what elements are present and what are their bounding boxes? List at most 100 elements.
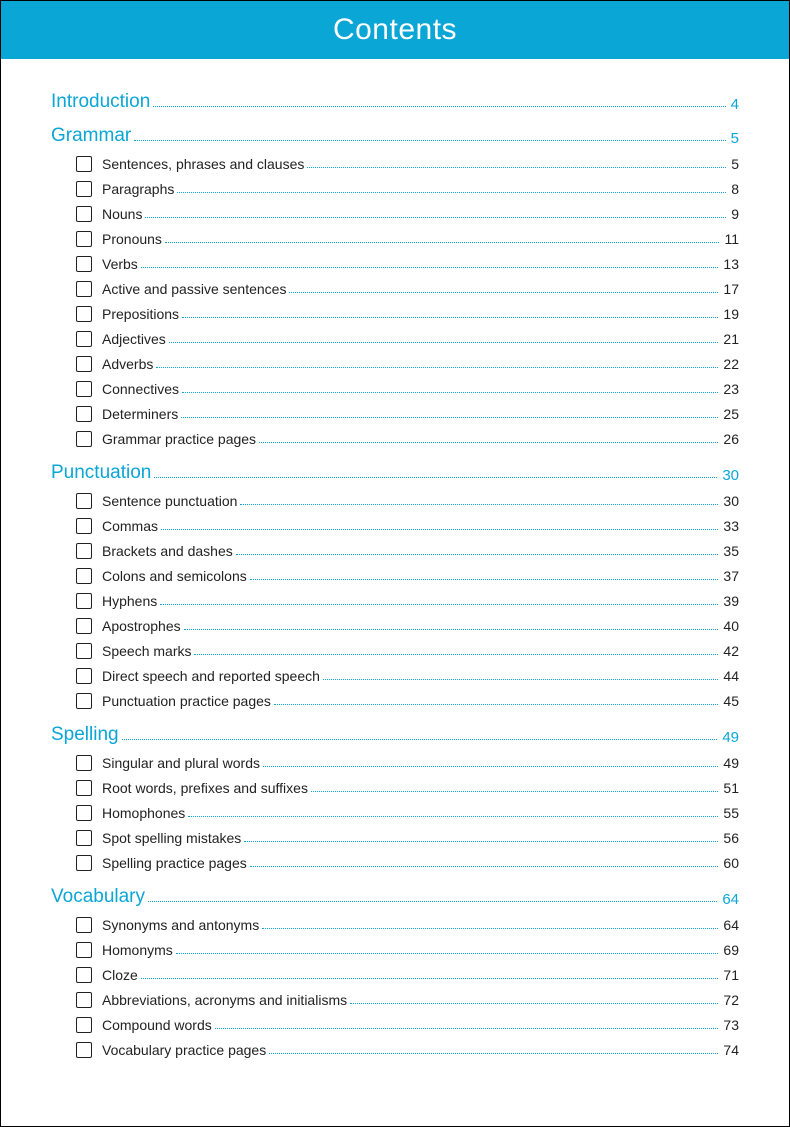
toc-item: Compound words73 bbox=[51, 1014, 739, 1036]
page-header: Contents bbox=[1, 1, 789, 59]
leader-dots bbox=[154, 477, 717, 478]
item-page-number: 49 bbox=[721, 755, 739, 771]
item-page-number: 33 bbox=[721, 518, 739, 534]
item-page-number: 51 bbox=[721, 780, 739, 796]
toc-item: Punctuation practice pages 45 bbox=[51, 690, 739, 712]
checkbox[interactable] bbox=[76, 281, 92, 297]
checkbox[interactable] bbox=[76, 431, 92, 447]
leader-dots bbox=[250, 866, 719, 867]
checkbox[interactable] bbox=[76, 256, 92, 272]
item-label: Speech marks bbox=[102, 643, 191, 659]
section-page-number: 30 bbox=[720, 467, 739, 484]
leader-dots bbox=[169, 342, 719, 343]
leader-dots bbox=[269, 1053, 718, 1054]
item-label: Commas bbox=[102, 518, 158, 534]
leader-dots bbox=[244, 841, 718, 842]
item-label: Spelling practice pages bbox=[102, 855, 247, 871]
item-label: Active and passive sentences bbox=[102, 281, 286, 297]
checkbox[interactable] bbox=[76, 805, 92, 821]
item-page-number: 56 bbox=[721, 830, 739, 846]
item-page-number: 40 bbox=[721, 618, 739, 634]
toc-item: Spot spelling mistakes56 bbox=[51, 827, 739, 849]
item-page-number: 17 bbox=[721, 281, 739, 297]
toc-item: Root words, prefixes and suffixes 51 bbox=[51, 777, 739, 799]
checkbox[interactable] bbox=[76, 156, 92, 172]
item-page-number: 25 bbox=[721, 406, 739, 422]
leader-dots bbox=[263, 766, 718, 767]
checkbox[interactable] bbox=[76, 1017, 92, 1033]
checkbox[interactable] bbox=[76, 668, 92, 684]
item-page-number: 8 bbox=[729, 181, 739, 197]
section-page-number: 49 bbox=[720, 729, 739, 746]
item-label: Verbs bbox=[102, 256, 138, 272]
item-page-number: 30 bbox=[721, 493, 739, 509]
item-page-number: 42 bbox=[721, 643, 739, 659]
checkbox[interactable] bbox=[76, 593, 92, 609]
section-label: Grammar bbox=[51, 125, 131, 147]
toc-item: Brackets and dashes35 bbox=[51, 540, 739, 562]
leader-dots bbox=[176, 953, 719, 954]
checkbox[interactable] bbox=[76, 618, 92, 634]
checkbox[interactable] bbox=[76, 306, 92, 322]
checkbox[interactable] bbox=[76, 568, 92, 584]
item-page-number: 74 bbox=[721, 1042, 739, 1058]
toc-item: Colons and semicolons37 bbox=[51, 565, 739, 587]
checkbox[interactable] bbox=[76, 381, 92, 397]
checkbox[interactable] bbox=[76, 1042, 92, 1058]
item-label: Brackets and dashes bbox=[102, 543, 233, 559]
item-page-number: 11 bbox=[722, 231, 739, 247]
checkbox[interactable] bbox=[76, 942, 92, 958]
checkbox[interactable] bbox=[76, 855, 92, 871]
checkbox[interactable] bbox=[76, 992, 92, 1008]
item-label: Abbreviations, acronyms and initialisms bbox=[102, 992, 347, 1008]
leader-dots bbox=[156, 367, 718, 368]
checkbox[interactable] bbox=[76, 231, 92, 247]
leader-dots bbox=[161, 529, 718, 530]
checkbox[interactable] bbox=[76, 493, 92, 509]
item-page-number: 21 bbox=[721, 331, 739, 347]
checkbox[interactable] bbox=[76, 693, 92, 709]
item-page-number: 39 bbox=[721, 593, 739, 609]
section-label: Vocabulary bbox=[51, 886, 145, 908]
leader-dots bbox=[262, 928, 718, 929]
checkbox[interactable] bbox=[76, 643, 92, 659]
item-label: Nouns bbox=[102, 206, 142, 222]
item-page-number: 64 bbox=[721, 917, 739, 933]
toc-item: Connectives23 bbox=[51, 378, 739, 400]
leader-dots bbox=[165, 242, 720, 243]
item-label: Determiners bbox=[102, 406, 178, 422]
item-label: Root words, prefixes and suffixes bbox=[102, 780, 308, 796]
item-page-number: 26 bbox=[721, 431, 739, 447]
toc-item: Nouns 9 bbox=[51, 203, 739, 225]
section-label: Introduction bbox=[51, 91, 150, 113]
item-page-number: 45 bbox=[721, 693, 739, 709]
section-page-number: 4 bbox=[729, 96, 739, 113]
checkbox[interactable] bbox=[76, 780, 92, 796]
checkbox[interactable] bbox=[76, 543, 92, 559]
item-label: Punctuation practice pages bbox=[102, 693, 271, 709]
checkbox[interactable] bbox=[76, 181, 92, 197]
section-page-number: 64 bbox=[720, 891, 739, 908]
leader-dots bbox=[141, 978, 719, 979]
checkbox[interactable] bbox=[76, 830, 92, 846]
checkbox[interactable] bbox=[76, 518, 92, 534]
toc-item: Prepositions19 bbox=[51, 303, 739, 325]
checkbox[interactable] bbox=[76, 967, 92, 983]
item-page-number: 22 bbox=[721, 356, 739, 372]
checkbox[interactable] bbox=[76, 331, 92, 347]
toc-item: Verbs13 bbox=[51, 253, 739, 275]
checkbox[interactable] bbox=[76, 406, 92, 422]
item-label: Sentences, phrases and clauses bbox=[102, 156, 304, 172]
item-page-number: 69 bbox=[721, 942, 739, 958]
item-label: Singular and plural words bbox=[102, 755, 260, 771]
checkbox[interactable] bbox=[76, 356, 92, 372]
toc-item: Sentences, phrases and clauses5 bbox=[51, 153, 739, 175]
checkbox[interactable] bbox=[76, 755, 92, 771]
item-page-number: 73 bbox=[721, 1017, 739, 1033]
section-label: Punctuation bbox=[51, 462, 151, 484]
checkbox[interactable] bbox=[76, 206, 92, 222]
checkbox[interactable] bbox=[76, 917, 92, 933]
item-page-number: 9 bbox=[729, 206, 739, 222]
leader-dots bbox=[240, 504, 718, 505]
toc-item: Adjectives21 bbox=[51, 328, 739, 350]
